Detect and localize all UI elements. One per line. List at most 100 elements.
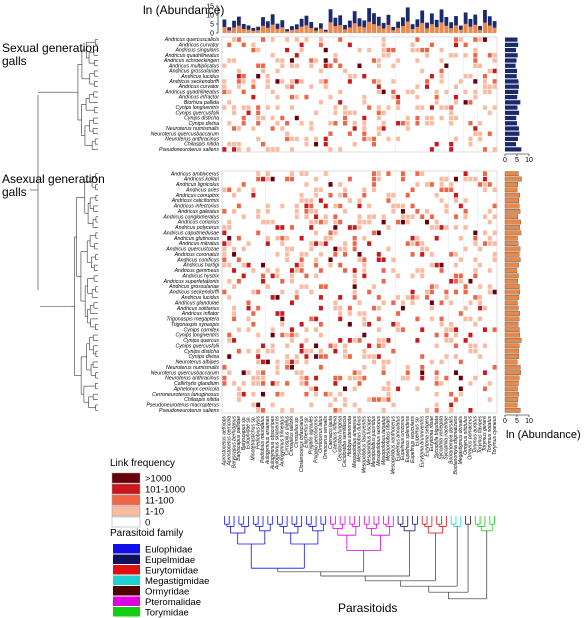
link-cell — [304, 348, 309, 354]
link-cell — [222, 262, 227, 268]
link-cell — [381, 47, 386, 53]
link-cell — [473, 126, 478, 131]
parasitoid-abundance-bar-sub — [261, 25, 265, 33]
link-cell — [309, 348, 314, 354]
link-cell — [386, 338, 391, 343]
link-cell — [410, 300, 415, 306]
parasitoid-abundance-bar — [434, 19, 439, 33]
link-cell — [299, 121, 304, 126]
gall-label: Andricus lucidus — [180, 295, 219, 301]
parasitoid-abundance-bar-sub — [275, 28, 280, 33]
section-title-sexual-line1: Sexual generation galls — [2, 41, 99, 68]
link-cell — [352, 121, 357, 126]
parasitoid-abundance-bar-sub — [241, 28, 246, 33]
parasitoid-abundance-bar-sub — [463, 23, 468, 33]
link-cell — [236, 203, 241, 209]
right-axis-tick-label: 5 — [515, 157, 519, 164]
parasitoid-abundance-bar-sub — [372, 24, 376, 33]
link-cell — [482, 89, 487, 95]
link-cell — [256, 381, 261, 386]
link-cell — [285, 47, 290, 53]
link-cell — [314, 386, 319, 392]
link-cell — [328, 94, 333, 100]
right-axis-tick-label: 10 — [525, 418, 533, 425]
link-cell — [415, 121, 420, 126]
link-cell — [246, 300, 251, 306]
link-cell — [333, 252, 338, 257]
link-cell — [222, 365, 227, 370]
gall-abundance-bar — [504, 219, 521, 225]
link-cell — [328, 131, 333, 136]
link-cell — [449, 182, 454, 187]
link-cell — [449, 391, 454, 397]
link-cell — [343, 105, 348, 110]
gall-abundance-bar — [505, 74, 517, 79]
link-cell — [425, 47, 430, 53]
link-cell — [391, 47, 396, 53]
link-cell — [289, 359, 294, 365]
link-cell — [434, 94, 439, 100]
parasitoid-label: Minotetrastichus sp. — [251, 416, 257, 460]
link-cell — [294, 214, 299, 219]
link-cell — [429, 289, 434, 295]
gall-abundance-bar — [504, 257, 521, 263]
link-cell — [299, 262, 304, 268]
link-cell — [352, 246, 357, 252]
link-cell — [376, 230, 381, 236]
link-cell — [453, 289, 458, 295]
link-cell — [256, 332, 261, 338]
link-cell — [309, 402, 314, 408]
gall-abundance-bar — [504, 252, 520, 257]
link-cell — [314, 343, 319, 349]
link-cell — [357, 311, 362, 316]
link-cell — [357, 63, 362, 68]
link-cell — [261, 343, 266, 349]
link-cell — [256, 47, 261, 53]
parasitoid-label: Torymus notatus — [487, 416, 493, 453]
link-cell — [251, 321, 256, 327]
link-cell — [482, 305, 487, 311]
link-cell — [256, 230, 261, 236]
link-cell — [425, 121, 430, 126]
link-cell — [425, 289, 430, 295]
link-cell — [289, 246, 294, 252]
gall-abundance-bar — [504, 176, 522, 182]
link-cell — [487, 397, 492, 402]
gall-abundance-bar — [504, 343, 520, 349]
link-cell — [285, 176, 290, 182]
link-cell — [458, 257, 463, 263]
link-cell — [227, 89, 232, 95]
link-cell — [439, 268, 444, 273]
link-cell — [256, 402, 261, 408]
gall-label: Andricus lucidus — [180, 74, 219, 80]
link-cell — [256, 73, 261, 79]
gall-label: Andricus lignicolus — [175, 182, 219, 188]
gall-label: Andricus quadrilineatus — [164, 53, 219, 59]
link-cell — [458, 375, 463, 381]
link-cell — [323, 84, 328, 89]
link-cell — [371, 305, 376, 311]
link-cell — [434, 381, 439, 386]
link-cell — [352, 273, 357, 279]
legend-swatch — [111, 516, 141, 528]
link-cell — [352, 284, 357, 289]
link-cell — [256, 136, 261, 142]
link-cell — [376, 257, 381, 263]
link-cell — [318, 219, 323, 225]
link-cell — [270, 273, 275, 279]
parasitoid-abundance-bar-sub — [328, 22, 333, 33]
parasitoid-abundance-bar — [261, 17, 265, 33]
link-cell — [444, 295, 449, 300]
parasitoid-abundance-bar-sub — [265, 27, 270, 33]
parasitoid-abundance-bar-sub — [352, 23, 357, 33]
link-cell — [275, 365, 280, 370]
link-cell — [449, 141, 454, 147]
link-cell — [275, 121, 280, 126]
gall-abundance-bar — [505, 95, 518, 100]
link-cell — [492, 252, 497, 257]
link-cell — [468, 278, 473, 284]
link-cell — [381, 53, 386, 58]
link-cell — [429, 182, 434, 187]
family-swatch — [113, 554, 140, 564]
gall-label: Trigonaspis synaspis — [171, 322, 219, 328]
